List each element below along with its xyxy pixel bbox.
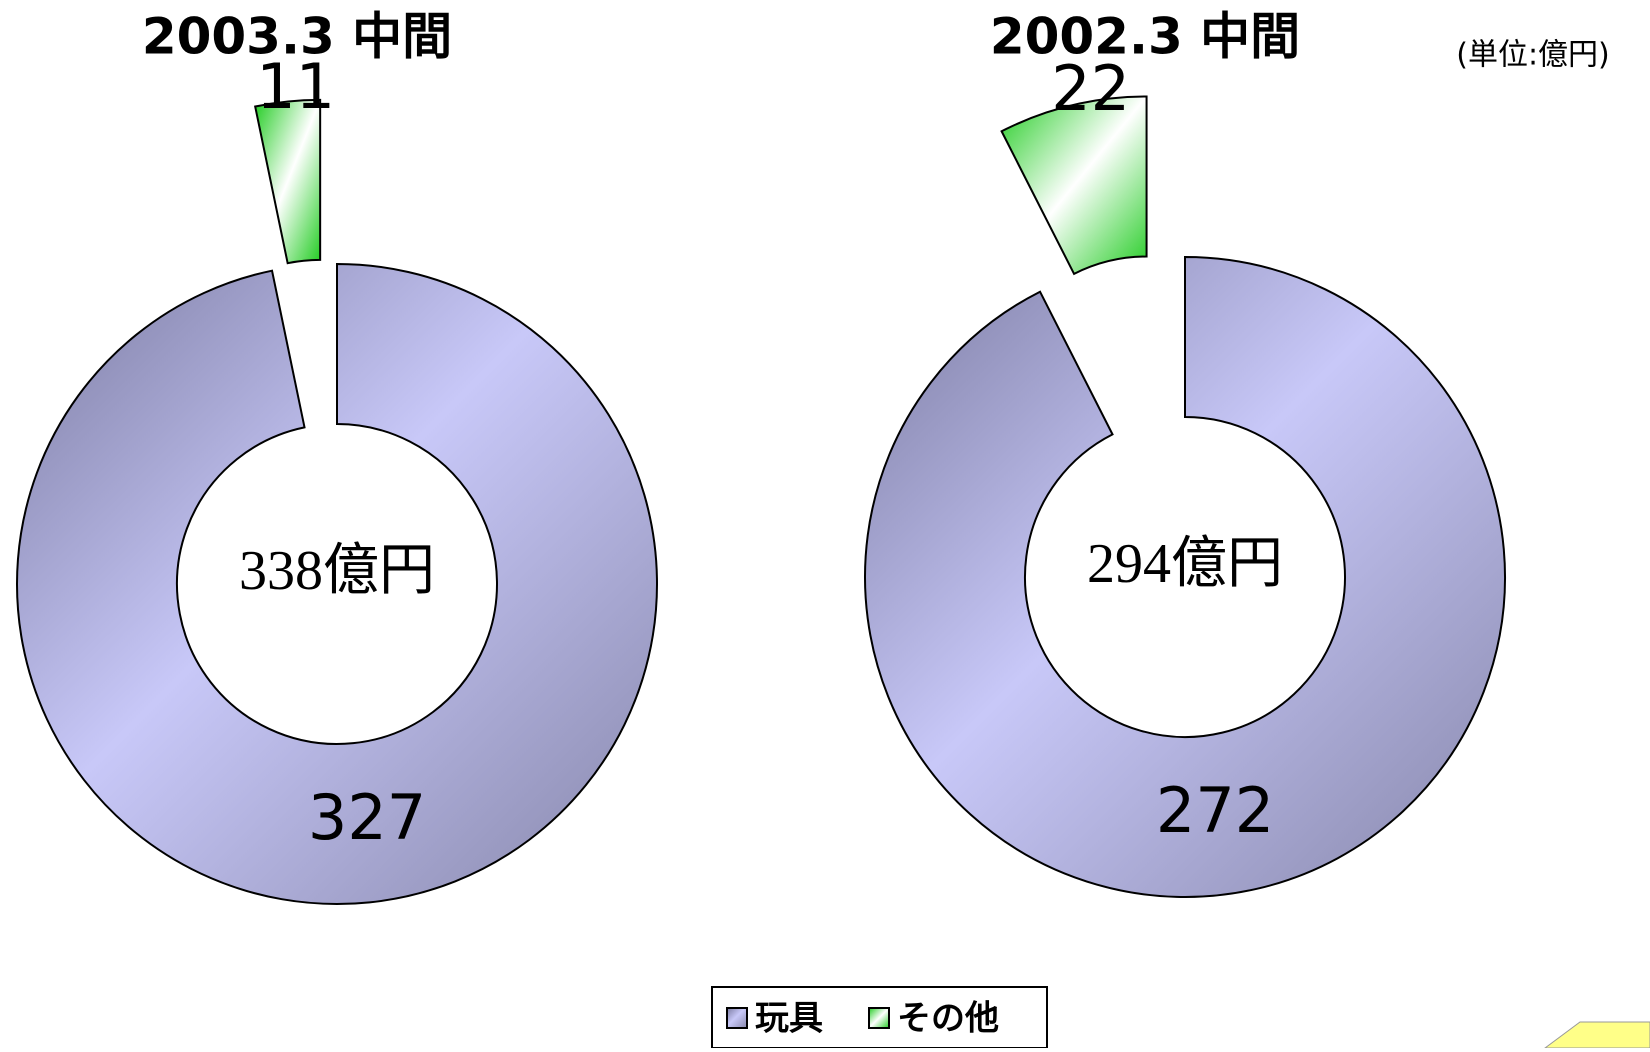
value-label: 327 bbox=[308, 781, 426, 854]
value-label: 272 bbox=[1156, 774, 1274, 847]
chart-title: 2002.3 中間 bbox=[990, 8, 1300, 66]
chart-title: 2003.3 中間 bbox=[142, 8, 452, 66]
donut-slice bbox=[864, 255, 1506, 898]
legend-swatch bbox=[868, 1007, 890, 1029]
donut-slice bbox=[1000, 95, 1148, 276]
legend-label: 玩具 bbox=[755, 999, 823, 1039]
value-label: 22 bbox=[1051, 52, 1130, 125]
donut-slice bbox=[253, 98, 322, 265]
center-label: 338億円 bbox=[239, 540, 435, 602]
legend-swatch bbox=[726, 1007, 748, 1029]
legend-label: その他 bbox=[897, 999, 999, 1039]
donut-slice bbox=[16, 262, 658, 905]
center-label: 294億円 bbox=[1087, 533, 1283, 595]
decoration bbox=[1543, 1021, 1650, 1049]
unit-label: (単位:億円) bbox=[1456, 38, 1610, 73]
value-label: 11 bbox=[256, 50, 335, 123]
